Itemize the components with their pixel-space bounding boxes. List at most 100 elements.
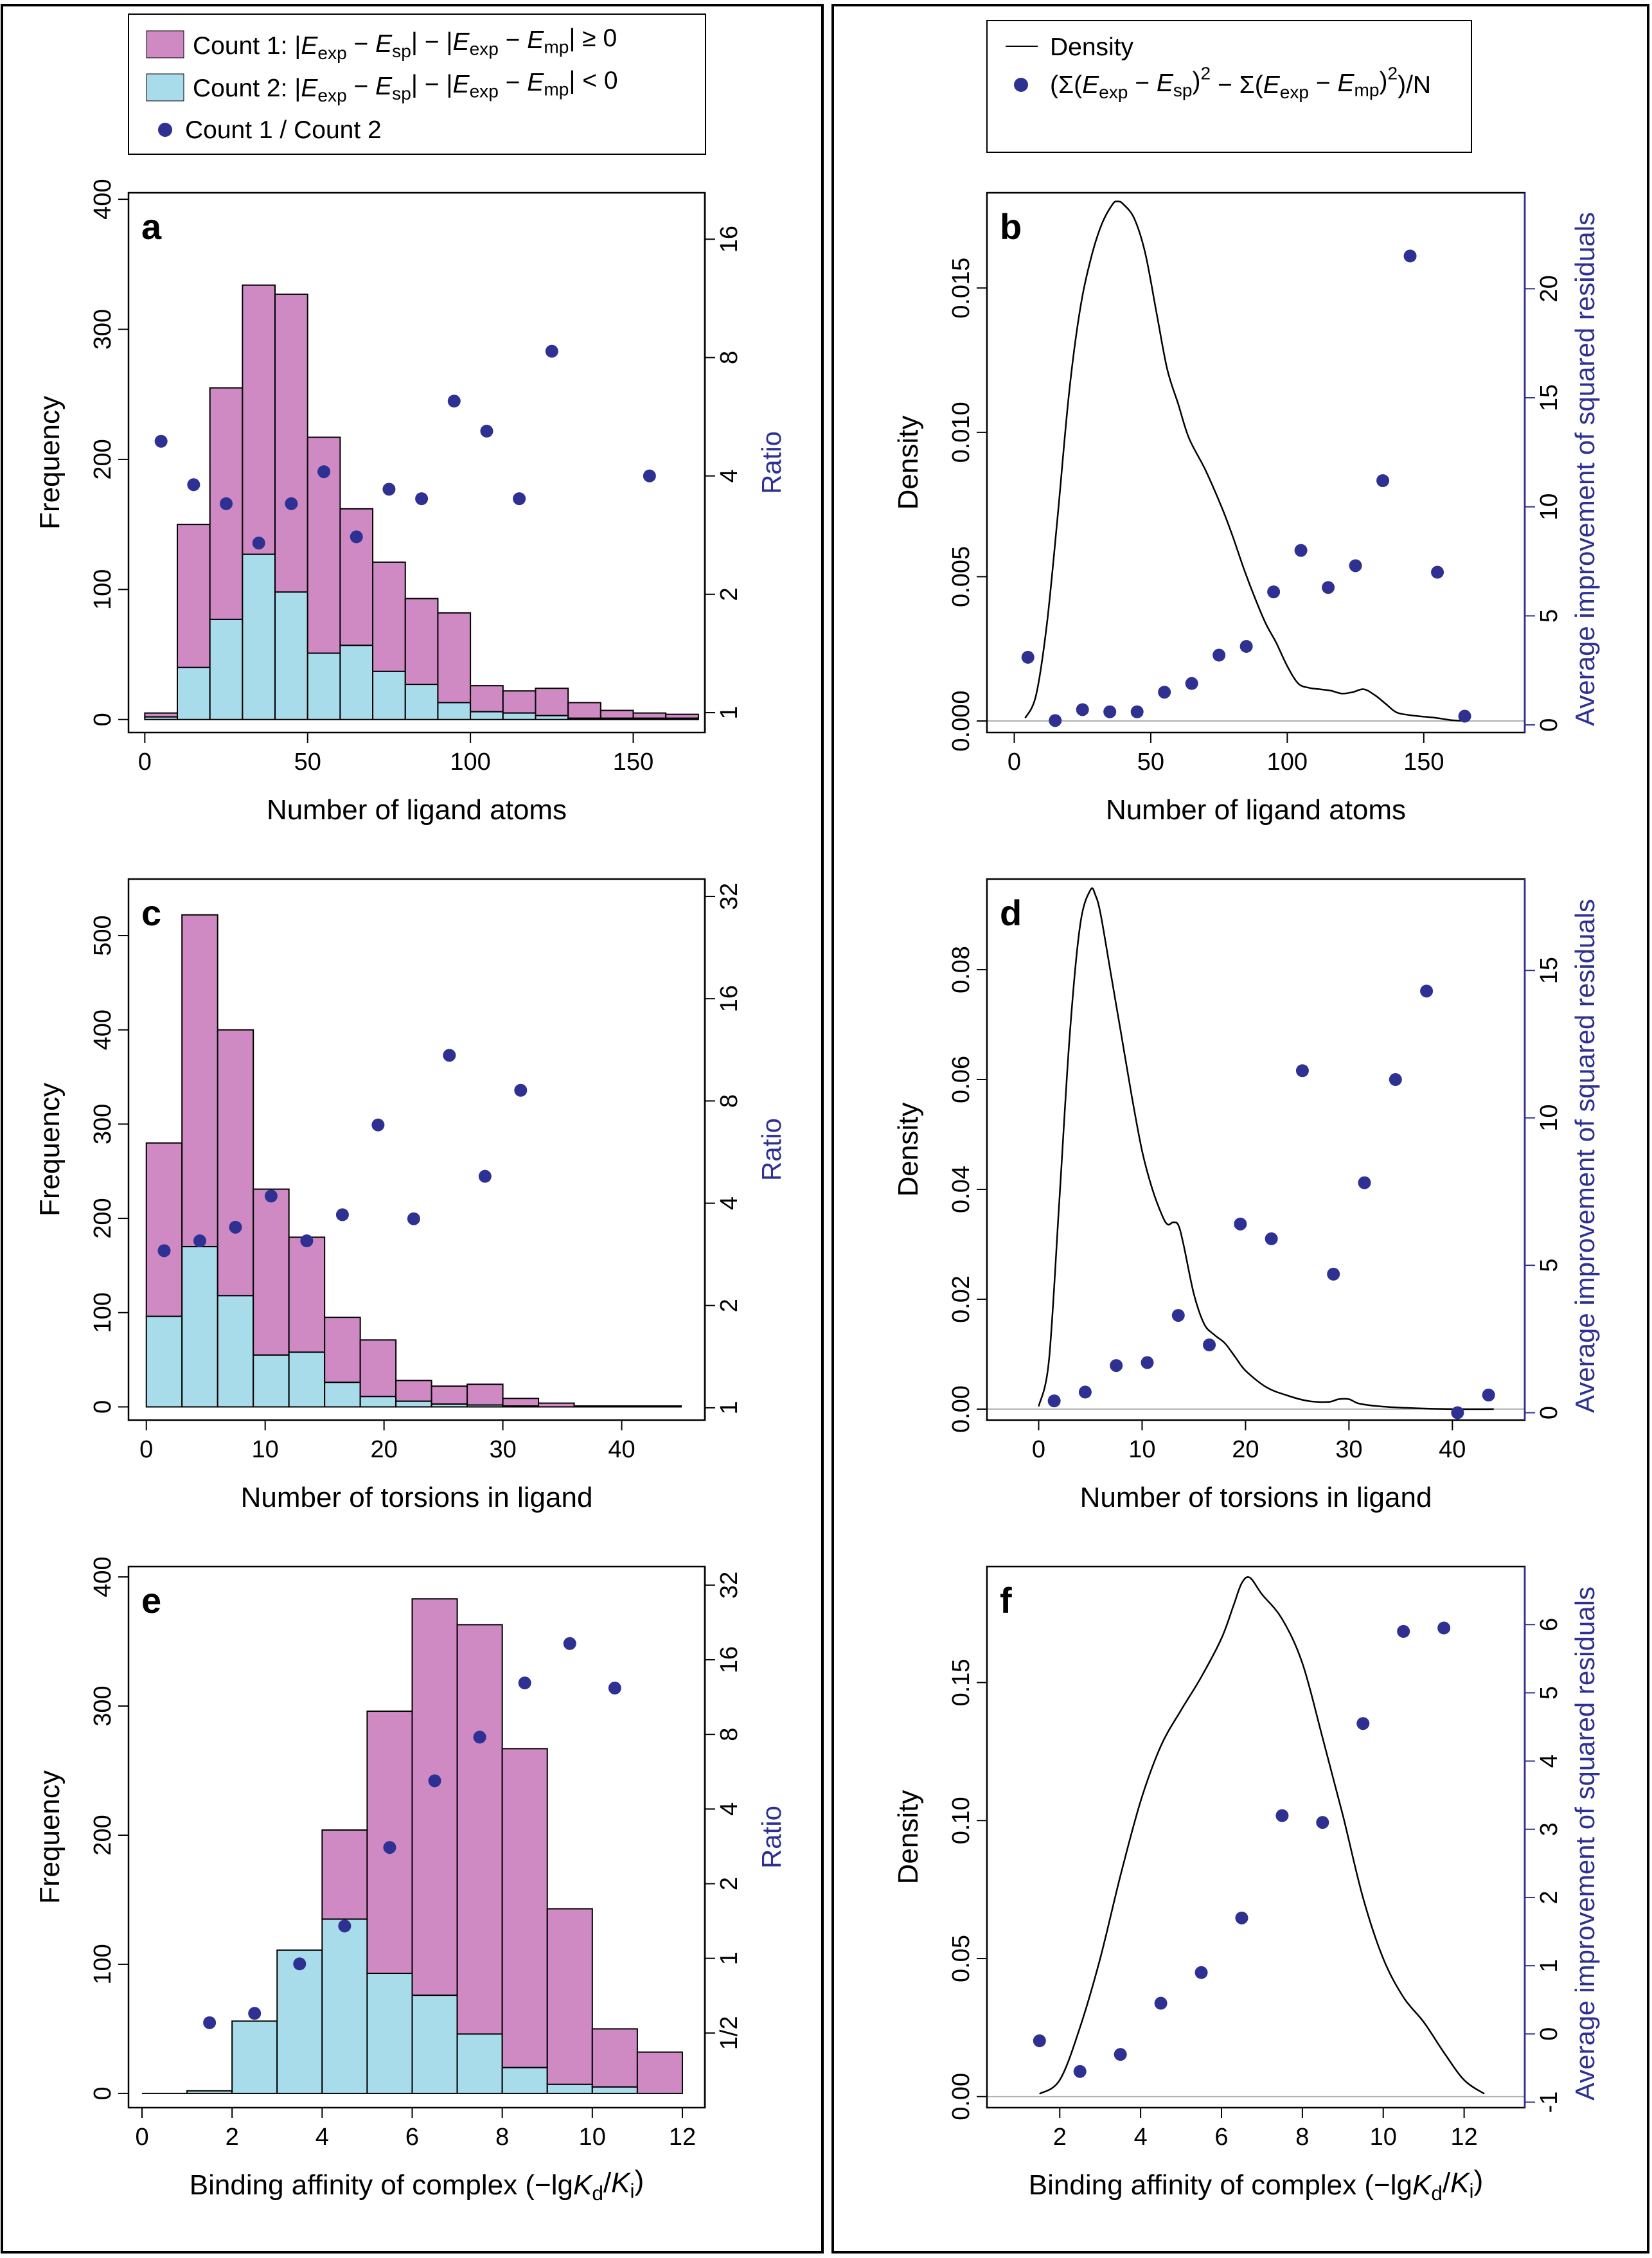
- legend-count2-swatch: [146, 73, 184, 102]
- bar-count1: [321, 1829, 368, 1920]
- x-tick-label: 30: [1335, 1436, 1362, 1463]
- improvement-point: [1265, 1232, 1278, 1245]
- x-axis-label: Binding affinity of complex (−lgKd​/Ki​): [190, 2165, 644, 2205]
- improvement-point: [1073, 2065, 1087, 2078]
- improvement-point: [1212, 648, 1226, 662]
- bar-count2: [209, 618, 244, 720]
- bar-count1: [242, 284, 276, 555]
- y-tick-label: 400: [89, 1009, 116, 1050]
- x-tick-label: 10: [579, 2124, 606, 2151]
- improvement-point: [1076, 703, 1089, 716]
- bar-count2: [306, 652, 341, 720]
- bar-count1: [431, 1385, 468, 1405]
- improvement-point: [1316, 1816, 1329, 1829]
- bar-count2: [404, 684, 439, 720]
- bar-count2: [591, 2086, 638, 2094]
- ratio-point: [382, 483, 396, 496]
- bar-count1: [359, 1339, 397, 1398]
- y2-tick-label: 32: [716, 883, 743, 910]
- improvement-point: [1295, 1064, 1309, 1078]
- bar-count2: [456, 2033, 503, 2094]
- y2-tick-label: 2: [716, 1299, 743, 1312]
- x-tick-label: 30: [489, 1436, 516, 1463]
- y2-tick-label: 8: [716, 1094, 743, 1108]
- y2-tick-label: 4: [716, 1196, 743, 1210]
- x-tick-label: 4: [315, 2124, 329, 2151]
- ratio-point: [293, 1957, 306, 1971]
- y-tick-label: 100: [89, 569, 116, 610]
- bar-count2: [366, 1973, 413, 2094]
- bar-count2: [411, 1995, 458, 2094]
- bar-count1: [636, 2051, 683, 2094]
- legend-right-box: [986, 20, 1472, 153]
- y-tick-label: 0.00: [948, 1385, 975, 1433]
- bar-count2: [437, 702, 472, 720]
- x-tick-label: 150: [1403, 749, 1444, 776]
- legend-points-label: (Σ(Eexp​ − Esp​)2​ − Σ(Eexp​ − Emp​)2​)/…: [1050, 63, 1431, 102]
- bar-count1: [395, 1380, 432, 1402]
- y-tick-label: 300: [89, 309, 116, 350]
- y2-tick-label: 16: [716, 1646, 743, 1673]
- improvement-point: [1322, 581, 1335, 594]
- x-tick-label: 0: [135, 2124, 148, 2151]
- y-tick-label: 400: [89, 179, 116, 219]
- bar-count1: [535, 688, 569, 716]
- ratio-point: [514, 1083, 528, 1097]
- y2-tick-label: 6: [1536, 1618, 1563, 1631]
- ratio-point: [264, 1189, 278, 1203]
- bar-count1: [217, 1029, 254, 1297]
- x-tick-label: 100: [450, 749, 490, 776]
- bar-count2: [276, 1949, 323, 2094]
- y2-axis-label: Average improvement of squared residuals: [1570, 212, 1600, 726]
- y-axis-label: Density: [893, 416, 924, 510]
- x-tick-label: 50: [294, 749, 321, 776]
- y-tick-label: 0.005: [948, 546, 975, 607]
- ratio-point: [193, 1234, 206, 1248]
- bar-count1: [253, 1188, 290, 1356]
- x-tick-label: 0: [138, 749, 152, 776]
- bar-count1: [600, 709, 634, 719]
- y-tick-label: 300: [89, 1685, 116, 1726]
- bar-count1: [288, 1236, 326, 1353]
- ratio-point: [428, 1774, 441, 1788]
- legend-count1-swatch: [146, 30, 184, 58]
- improvement-point: [1078, 1385, 1092, 1399]
- y-tick-label: 0.000: [948, 690, 975, 751]
- y2-tick-label: 16: [716, 985, 743, 1012]
- y-tick-label: 300: [89, 1104, 116, 1144]
- x-tick-label: 12: [669, 2124, 696, 2151]
- y2-axis-label: Average improvement of squared residuals: [1570, 899, 1600, 1413]
- y2-tick-label: 8: [716, 351, 743, 364]
- improvement-point: [1110, 1359, 1123, 1373]
- y2-tick-label: 10: [1536, 493, 1563, 520]
- y2-tick-label: 2: [1536, 1890, 1563, 1904]
- y2-tick-label: 32: [716, 1572, 743, 1599]
- improvement-point: [1356, 1717, 1370, 1730]
- y2-axis-label: Ratio: [756, 1806, 786, 1869]
- improvement-point: [1267, 585, 1281, 599]
- improvement-point: [1141, 1356, 1154, 1369]
- bar-count2: [144, 716, 179, 720]
- y-tick-label: 0.015: [948, 258, 975, 319]
- improvement-point: [1420, 984, 1434, 998]
- plot-box: [986, 191, 1526, 734]
- bar-count1: [567, 702, 601, 719]
- bar-count1: [573, 1405, 611, 1408]
- y-tick-label: 0.06: [948, 1056, 975, 1103]
- bar-count1: [466, 1383, 504, 1406]
- y2-tick-label: 20: [1536, 275, 1563, 302]
- bar-count1: [456, 1624, 503, 2035]
- improvement-point: [1195, 1966, 1208, 1979]
- bar-count1: [411, 1598, 458, 1996]
- improvement-point: [1203, 1338, 1216, 1351]
- x-tick-label: 10: [252, 1436, 279, 1463]
- ratio-point: [545, 344, 558, 358]
- ratio-point: [407, 1212, 420, 1225]
- improvement-point: [1154, 1996, 1168, 2010]
- y2-tick-label: 15: [1536, 957, 1563, 984]
- improvement-point: [1021, 650, 1035, 664]
- improvement-point: [1033, 2034, 1046, 2047]
- ratio-point: [252, 537, 265, 550]
- y-axis-label: Density: [893, 1790, 924, 1885]
- y-axis-label: Frequency: [34, 1083, 66, 1216]
